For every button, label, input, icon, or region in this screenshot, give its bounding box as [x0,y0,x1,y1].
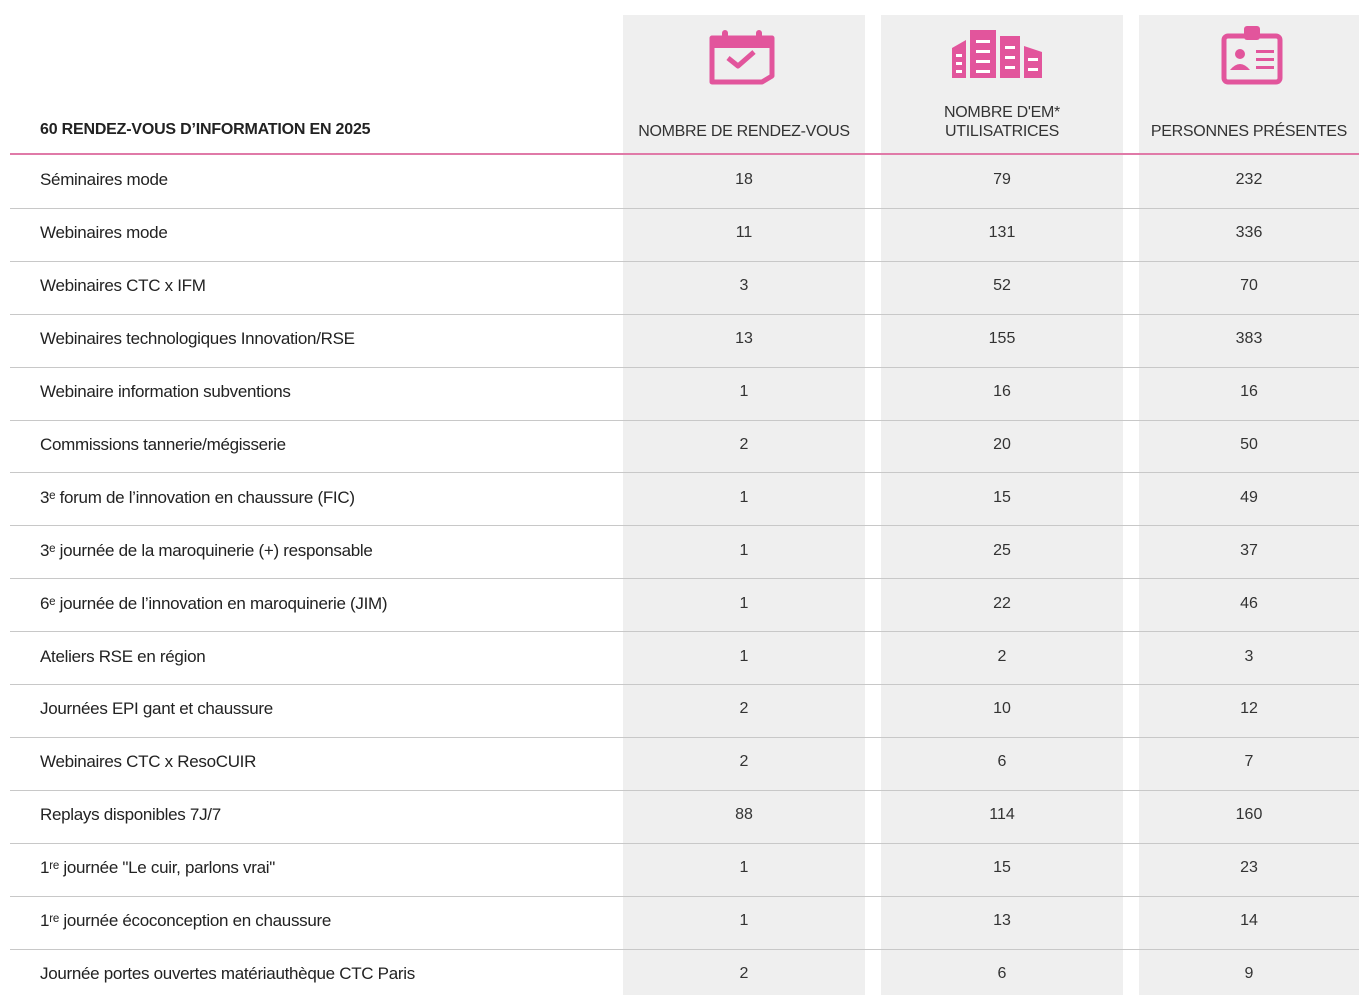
column-header: PERSONNES PRÉSENTES [1150,123,1348,140]
row-separator [10,260,1359,262]
cell-value: 10 [993,700,1011,718]
cell-value: 50 [1240,435,1258,453]
cell-value: 1 [739,488,749,506]
row-label: 3ᵉ forum de l’innovation en chaussure (F… [40,487,355,507]
cell-value: 15 [993,859,1011,877]
row-separator [10,736,1359,738]
cell-value: 18 [735,171,753,189]
table-title: 60 RENDEZ-VOUS D’INFORMATION EN 2025 [40,121,371,138]
cell-value: 2 [739,435,749,453]
cell-value: 88 [735,806,753,824]
row-label: 1ʳᵉ journée "Le cuir, parlons vrai" [40,858,275,878]
row-separator [10,525,1359,527]
cell-value: 131 [988,224,1016,242]
cell-value: 70 [1240,277,1258,295]
cell-value: 13 [993,912,1011,930]
row-separator [10,419,1359,421]
calendar-icon [709,30,775,85]
cell-value: 12 [1240,700,1258,718]
row-separator [10,842,1359,844]
cell-value: 1 [739,912,749,930]
cell-value: 37 [1240,541,1258,559]
cell-value: 23 [1240,859,1258,877]
row-separator [10,631,1359,633]
cell-value: 6 [997,964,1007,982]
cell-value: 383 [1235,330,1263,348]
row-label: Webinaires technologiques Innovation/RSE [40,329,355,349]
row-separator [10,366,1359,368]
row-label: 6ᵉ journée de l’innovation en maroquiner… [40,593,388,613]
row-label: Webinaire information subventions [40,382,291,402]
row-label: 1ʳᵉ journée écoconception en chaussure [40,911,332,931]
row-label: Webinaires CTC x IFM [40,276,206,296]
cell-value: 2 [739,964,749,982]
cell-value: 15 [993,488,1011,506]
row-separator [10,789,1359,791]
cell-value: 6 [997,753,1007,771]
cell-value: 13 [735,330,753,348]
cell-value: 155 [988,330,1016,348]
cell-value: 2 [739,700,749,718]
cell-value: 3 [1244,647,1254,665]
cell-value: 79 [993,171,1011,189]
row-separator [10,684,1359,685]
column-header: NOMBRE DE RENDEZ-VOUS [638,123,850,140]
cell-value: 2 [997,647,1007,665]
buildings-icon [952,30,1042,78]
row-label: Webinaires mode [40,223,168,243]
column-band [1139,15,1359,995]
cell-value: 11 [735,224,753,242]
cell-value: 49 [1240,488,1258,506]
cell-value: 1 [739,859,749,877]
cell-value: 7 [1244,753,1254,771]
cell-value: 232 [1235,171,1263,189]
cell-value: 336 [1235,224,1263,242]
cell-value: 2 [739,753,749,771]
cell-value: 160 [1235,806,1263,824]
row-separator [10,895,1359,897]
column-header: NOMBRE D'EM* UTILISATRICES [944,104,1060,140]
row-separator [10,948,1359,950]
cell-value: 22 [993,594,1011,612]
cell-value: 52 [993,277,1011,295]
row-separator [10,313,1359,315]
column-band [623,15,865,995]
row-separator [10,207,1359,209]
row-label: Replays disponibles 7J/7 [40,805,221,825]
badge-icon [1221,26,1283,85]
column-band [881,15,1123,995]
row-label: Journée portes ouvertes matériauthèque C… [40,963,415,983]
row-label: Ateliers RSE en région [40,646,206,666]
cell-value: 1 [739,383,749,401]
cell-value: 16 [993,383,1011,401]
cell-value: 20 [993,435,1011,453]
cell-value: 114 [989,806,1015,824]
row-separator [10,472,1359,474]
cell-value: 1 [739,541,749,559]
header-rule [10,153,1359,155]
cell-value: 1 [739,647,749,665]
cell-value: 3 [739,277,749,295]
cell-value: 1 [739,594,749,612]
row-label: Journées EPI gant et chaussure [40,699,273,719]
cell-value: 14 [1240,912,1258,930]
cell-value: 46 [1240,594,1258,612]
row-label: Webinaires CTC x ResoCUIR [40,752,257,772]
cell-value: 9 [1244,964,1254,982]
cell-value: 25 [993,541,1011,559]
cell-value: 16 [1240,383,1258,401]
row-label: Séminaires mode [40,170,168,190]
row-label: 3ᵉ journée de la maroquinerie (+) respon… [40,540,373,560]
row-separator [10,578,1359,580]
row-label: Commissions tannerie/mégisserie [40,434,286,454]
